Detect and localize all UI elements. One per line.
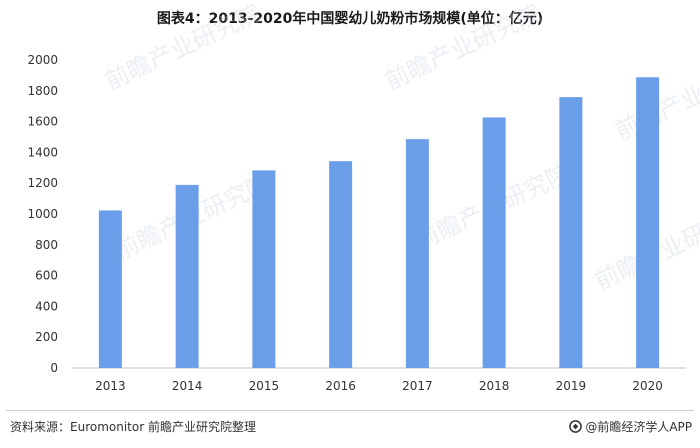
y-tick-label: 1800: [27, 84, 58, 98]
bar-2013: [98, 210, 122, 368]
bar-2018: [482, 117, 506, 368]
x-tick-label: 2017: [402, 379, 433, 393]
x-tick-label: 2016: [325, 379, 356, 393]
brand-label: @前瞻经济学人APP: [585, 420, 692, 434]
y-tick-label: 2000: [27, 53, 58, 67]
y-tick-label: 600: [35, 269, 58, 283]
y-tick-label: 0: [50, 361, 58, 375]
x-tick-label: 2019: [556, 379, 587, 393]
y-tick-label: 400: [35, 299, 58, 313]
x-tick-label: 2013: [95, 379, 126, 393]
qianzhan-logo-icon: [569, 420, 583, 433]
watermark-text: 前瞻产业研究院: [381, 0, 545, 95]
bar-2014: [175, 184, 199, 368]
source-note: 资料来源：Euromonitor 前瞻产业研究院整理: [10, 420, 256, 434]
watermark-text: 前瞻产业研究院: [101, 0, 265, 95]
y-tick-label: 1200: [27, 176, 58, 190]
bar-2015: [252, 170, 276, 368]
x-tick-label: 2018: [479, 379, 510, 393]
bar-2017: [405, 139, 429, 368]
y-tick-label: 1600: [27, 115, 58, 129]
bars-layer: [98, 77, 660, 369]
bar-2019: [559, 97, 583, 368]
bar-2020: [636, 77, 660, 369]
brand-credit: @前瞻经济学人APP: [569, 418, 692, 435]
y-tick-label: 1000: [27, 207, 58, 221]
x-tick-label: 2015: [249, 379, 280, 393]
x-tick-label: 2020: [632, 379, 663, 393]
chart-title: 图表4：2013-2020年中国婴幼儿奶粉市场规模(单位：亿元): [156, 11, 544, 27]
y-axis: 0 200 400 600 800 1000 1200 1400 1600 1800 2000: [27, 53, 58, 375]
y-tick-label: 800: [35, 238, 58, 252]
y-tick-label: 1400: [27, 145, 58, 159]
x-tick-label: 2014: [172, 379, 203, 393]
bar-2016: [329, 161, 353, 368]
footer-divider: [6, 410, 694, 411]
y-tick-label: 200: [35, 330, 58, 344]
x-axis: 2013 2014 2015 2016 2017 2018 2019 2020: [72, 367, 686, 393]
